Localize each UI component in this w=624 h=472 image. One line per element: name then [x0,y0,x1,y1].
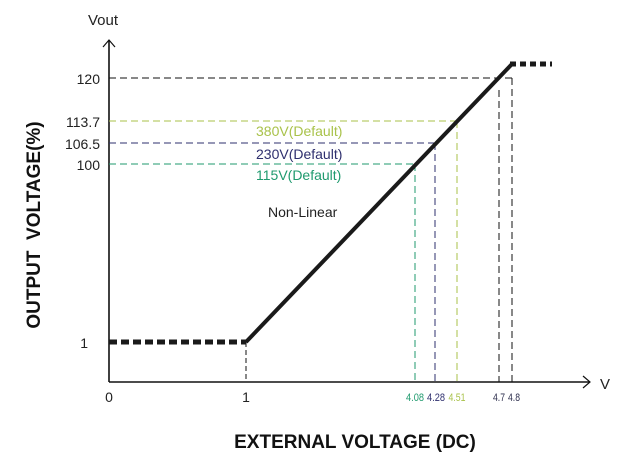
x-tick-4.8: 4.8 [508,392,520,404]
x-tick-4.51: 4.51 [449,392,466,404]
annotation-380v: 380V(Default) [256,123,342,139]
y-tick-106.5: 106.5 [65,136,100,152]
y-axis-label: OUTPUT VOLTAGE(%) [24,121,45,328]
annotation-115v: 115V(Default) [256,167,341,183]
x-tick-1: 1 [242,389,250,405]
y-tick-120: 120 [77,71,101,87]
y-axis-title: Vout [88,12,119,29]
x-tick-0: 0 [105,389,113,405]
x-axis-arrow-icon [582,375,591,389]
x-tick-4.7: 4.7 [493,392,505,404]
x-tick-4.08: 4.08 [406,392,424,404]
x-axis-label: EXTERNAL VOLTAGE (DC) [234,432,476,453]
x-axis-unit: V [600,376,610,393]
annotation-non-linear: Non-Linear [268,204,338,220]
y-axis-arrow-icon [102,39,116,48]
y-tick-1: 1 [80,335,88,351]
annotation-230v: 230V(Default) [256,146,342,162]
y-tick-100: 100 [77,157,101,173]
x-tick-4.28: 4.28 [427,392,445,404]
y-tick-113.7: 113.7 [66,114,100,130]
series-ramp [244,62,514,344]
